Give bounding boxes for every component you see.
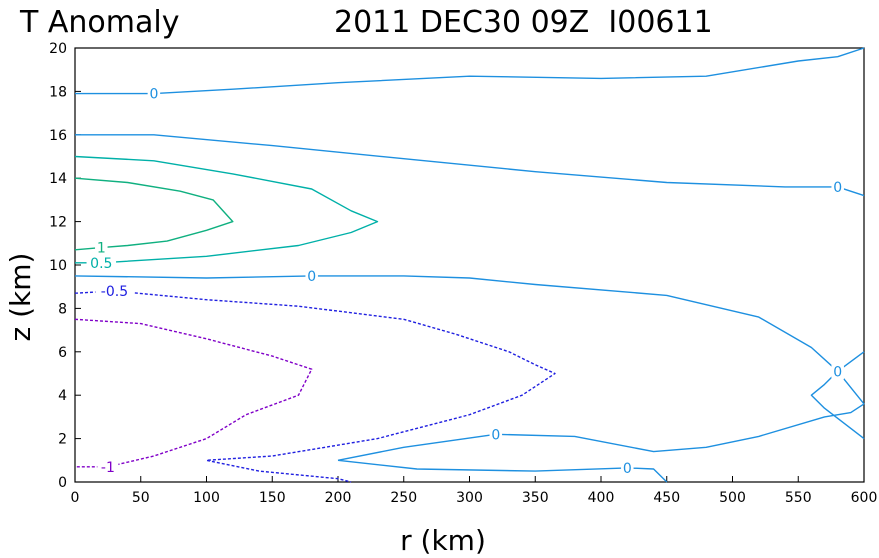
x-tick-label: 350 xyxy=(522,490,549,506)
contour-line xyxy=(74,155,379,264)
contour-line xyxy=(74,275,865,405)
y-tick-label: 14 xyxy=(49,171,67,187)
contour-label: -1 xyxy=(101,460,115,476)
x-tick-label: 100 xyxy=(193,490,220,506)
contour-label-background xyxy=(305,267,318,284)
y-tick-label: 0 xyxy=(58,475,67,491)
x-tick-label: 550 xyxy=(785,490,812,506)
y-tick-label: 12 xyxy=(49,215,67,231)
contour-label: 0 xyxy=(307,269,316,285)
contour-label-background xyxy=(97,458,119,475)
contour-label: 0.5 xyxy=(90,256,112,272)
x-tick-label: 600 xyxy=(851,490,878,506)
contour-label-background xyxy=(147,85,161,102)
contour-label-background xyxy=(86,254,117,271)
y-axis: 0 2 4 6 8 10 12 14 16 18 20 xyxy=(49,41,81,491)
contour-label-background xyxy=(95,283,134,300)
x-tick-label: 50 xyxy=(132,490,150,506)
contour-line xyxy=(74,290,556,483)
x-tick-label: 500 xyxy=(719,490,746,506)
y-tick-label: 8 xyxy=(58,301,67,317)
x-tick-label: 250 xyxy=(390,490,417,506)
contour-line xyxy=(75,134,865,197)
chart-title-left: T Anomaly xyxy=(19,5,179,40)
x-tick-label: 200 xyxy=(325,490,352,506)
chart-title-right: 2011 DEC30 09Z I00611 xyxy=(334,5,713,40)
x-tick-label: 450 xyxy=(653,490,680,506)
x-axis: 0 50 100 150 200 250 300 350 400 450 500 550 600 xyxy=(71,476,878,506)
y-tick-label: 2 xyxy=(58,432,67,448)
contour-label: 0 xyxy=(833,364,842,380)
contour-label-background xyxy=(831,363,844,380)
y-tick-label: 6 xyxy=(58,345,67,361)
x-axis-label: r (km) xyxy=(400,524,486,557)
plot-area xyxy=(74,47,865,483)
x-tick-label: 0 xyxy=(71,490,80,506)
x-tick-label: 150 xyxy=(259,490,286,506)
y-tick-label: 20 xyxy=(49,41,67,57)
contour-line xyxy=(75,47,865,95)
contour-lines: 0 0 0 0 0 0 0.51 -0.5 -1 xyxy=(74,47,865,483)
y-axis-label: z (km) xyxy=(4,253,37,342)
contour-line xyxy=(337,403,865,461)
contour-label: 0 xyxy=(833,180,842,196)
contour-label: -0.5 xyxy=(101,284,128,300)
contour-label-background xyxy=(621,459,634,476)
contour-label-background xyxy=(489,426,503,443)
contour-line xyxy=(74,318,313,468)
contour-label: 0 xyxy=(491,427,500,443)
contour-line xyxy=(337,459,668,483)
contour-label: 0 xyxy=(149,87,158,103)
contour-label: 1 xyxy=(97,241,106,257)
y-tick-label: 16 xyxy=(49,128,67,144)
contour-label: 0 xyxy=(623,461,632,477)
y-tick-label: 4 xyxy=(58,388,67,404)
y-tick-label: 10 xyxy=(49,258,67,274)
x-tick-label: 300 xyxy=(456,490,483,506)
contour-label-background xyxy=(831,178,844,195)
x-tick-label: 400 xyxy=(588,490,615,506)
y-tick-label: 18 xyxy=(49,84,67,100)
contour-line xyxy=(74,177,234,251)
contour-label-background xyxy=(95,239,108,256)
